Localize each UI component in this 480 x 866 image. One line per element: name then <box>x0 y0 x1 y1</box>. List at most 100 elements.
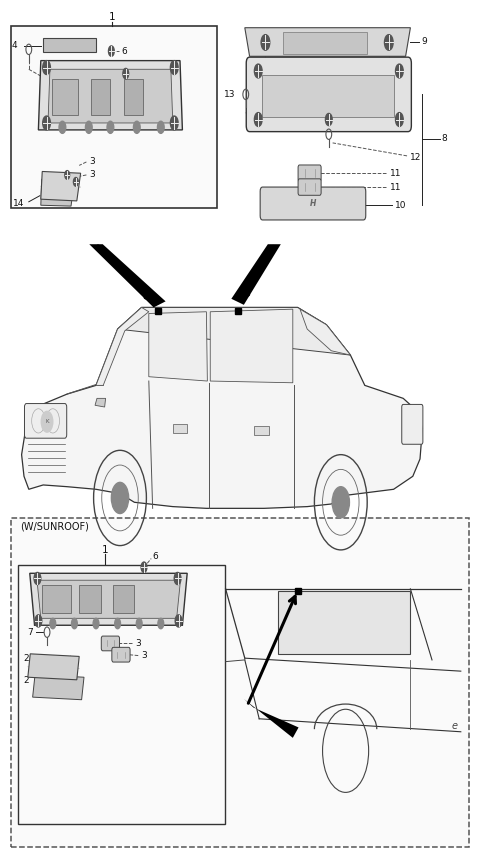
Polygon shape <box>37 580 180 618</box>
Circle shape <box>85 121 92 133</box>
Circle shape <box>254 64 262 78</box>
Bar <box>254 426 269 435</box>
Circle shape <box>396 64 403 78</box>
Text: 10: 10 <box>395 201 406 210</box>
Text: 1: 1 <box>101 545 108 555</box>
Text: 14: 14 <box>12 199 24 208</box>
Bar <box>43 38 96 52</box>
Text: 6: 6 <box>153 553 158 561</box>
Polygon shape <box>245 28 410 56</box>
Circle shape <box>332 487 349 518</box>
Bar <box>173 424 187 433</box>
Polygon shape <box>89 244 166 307</box>
FancyBboxPatch shape <box>298 178 321 195</box>
FancyBboxPatch shape <box>101 636 120 651</box>
Bar <box>52 79 78 115</box>
Polygon shape <box>210 309 293 383</box>
Circle shape <box>59 121 66 133</box>
Text: (W/SUNROOF): (W/SUNROOF) <box>20 521 89 532</box>
Circle shape <box>384 35 393 50</box>
Bar <box>18 565 225 824</box>
Bar <box>79 585 101 613</box>
Circle shape <box>43 61 50 74</box>
Circle shape <box>115 618 120 629</box>
Text: 12: 12 <box>410 153 422 162</box>
Polygon shape <box>95 398 106 407</box>
Circle shape <box>136 618 142 629</box>
Circle shape <box>93 618 99 629</box>
FancyBboxPatch shape <box>402 404 423 444</box>
Circle shape <box>65 171 70 179</box>
Polygon shape <box>41 171 81 201</box>
Bar <box>91 79 110 115</box>
Circle shape <box>170 116 178 130</box>
Bar <box>11 26 217 208</box>
Circle shape <box>108 46 114 56</box>
Circle shape <box>175 615 182 627</box>
FancyBboxPatch shape <box>246 57 411 132</box>
FancyBboxPatch shape <box>24 404 67 438</box>
Polygon shape <box>33 675 84 700</box>
Circle shape <box>73 178 78 186</box>
FancyBboxPatch shape <box>298 165 321 181</box>
Circle shape <box>41 411 53 432</box>
Bar <box>42 585 71 613</box>
Polygon shape <box>96 307 149 385</box>
Text: 4: 4 <box>12 42 18 50</box>
Text: 11: 11 <box>390 183 401 191</box>
Text: e: e <box>451 721 457 731</box>
Text: 2: 2 <box>23 676 29 685</box>
Polygon shape <box>28 654 79 680</box>
Circle shape <box>107 121 114 133</box>
Text: K: K <box>45 419 49 424</box>
Polygon shape <box>41 179 74 206</box>
Polygon shape <box>118 307 350 355</box>
Text: 3: 3 <box>89 158 95 166</box>
Circle shape <box>170 61 178 74</box>
Text: 3: 3 <box>141 651 147 660</box>
Text: H: H <box>310 199 316 208</box>
Circle shape <box>158 618 164 629</box>
Text: 9: 9 <box>421 37 427 46</box>
Text: 5: 5 <box>155 101 160 110</box>
Text: 11: 11 <box>390 169 401 178</box>
Text: 3: 3 <box>89 171 95 179</box>
Text: 3: 3 <box>135 639 141 648</box>
Circle shape <box>34 572 41 585</box>
Circle shape <box>123 68 129 79</box>
Bar <box>278 591 410 654</box>
Circle shape <box>396 113 403 126</box>
Circle shape <box>254 113 262 126</box>
Polygon shape <box>48 69 173 123</box>
Circle shape <box>111 482 129 514</box>
Text: 7: 7 <box>27 628 33 637</box>
Polygon shape <box>22 307 422 508</box>
Bar <box>113 585 134 613</box>
Text: 8: 8 <box>442 134 447 143</box>
Polygon shape <box>300 309 350 355</box>
Bar <box>262 75 394 117</box>
Circle shape <box>174 572 181 585</box>
Circle shape <box>157 121 164 133</box>
FancyBboxPatch shape <box>260 187 366 220</box>
Circle shape <box>141 562 147 572</box>
Polygon shape <box>149 312 207 381</box>
Bar <box>283 32 367 54</box>
Polygon shape <box>231 244 281 305</box>
Text: 13: 13 <box>224 90 235 99</box>
Circle shape <box>35 615 42 627</box>
Circle shape <box>43 116 50 130</box>
Text: 6: 6 <box>135 71 141 80</box>
Text: 6: 6 <box>121 47 127 55</box>
Circle shape <box>72 618 77 629</box>
Bar <box>124 79 143 115</box>
Text: 2: 2 <box>23 654 29 662</box>
Circle shape <box>261 35 270 50</box>
Circle shape <box>325 113 332 126</box>
Polygon shape <box>30 573 187 625</box>
FancyBboxPatch shape <box>112 648 130 662</box>
Bar <box>11 518 469 847</box>
Circle shape <box>133 121 140 133</box>
Text: 1: 1 <box>109 12 116 23</box>
Polygon shape <box>244 699 299 738</box>
